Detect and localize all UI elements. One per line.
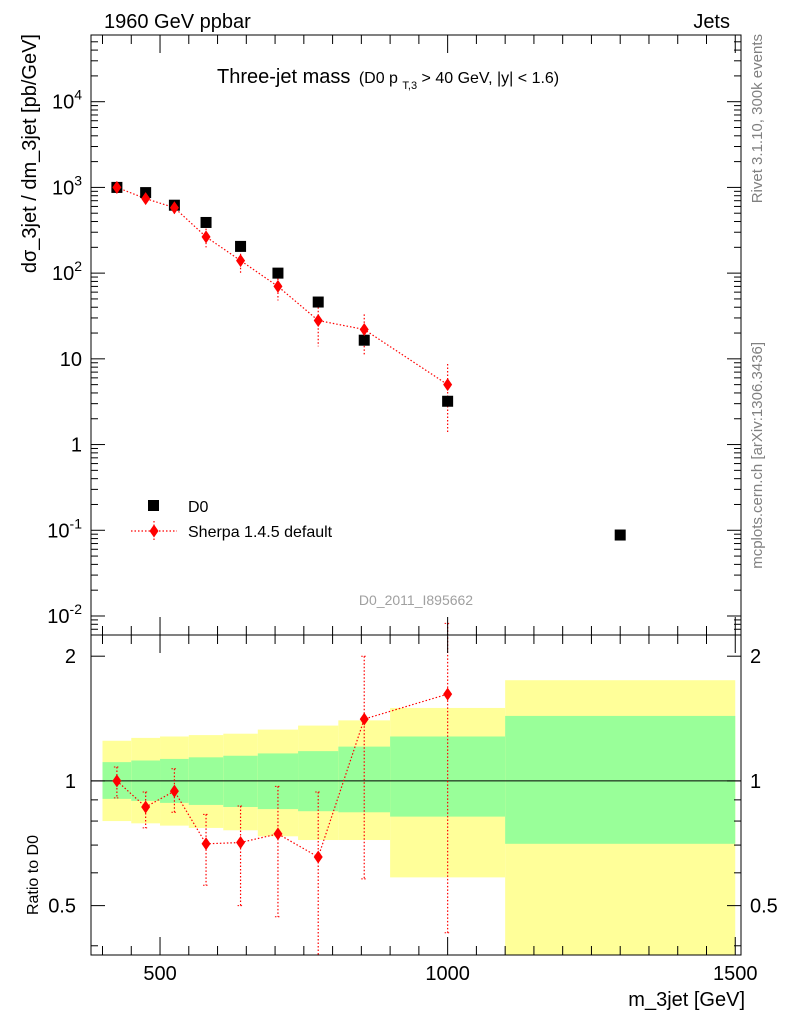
tick-label-base: 10 bbox=[52, 177, 74, 199]
main-panel-series bbox=[111, 180, 626, 541]
header-right-label: Jets bbox=[693, 11, 730, 33]
header-left-label: 1960 GeV ppbar bbox=[104, 11, 251, 33]
title-cut-sub: T,3 bbox=[402, 80, 417, 92]
tick-label-exponent: -2 bbox=[70, 601, 83, 617]
legend-marker-mc bbox=[149, 524, 159, 538]
tick-label-exponent: 3 bbox=[74, 172, 82, 188]
title-cut-close: > 40 GeV, |y| < 1.6) bbox=[422, 70, 560, 87]
main-y-tick-label: 10-2 bbox=[47, 601, 82, 628]
tick-label-base: 10 bbox=[52, 263, 74, 285]
analysis-id-label: D0_2011_I895662 bbox=[359, 592, 473, 608]
ratio-y-tick-label-left: 1 bbox=[65, 771, 76, 793]
title-cut-open: (D0 p bbox=[359, 70, 398, 87]
d0-data-point bbox=[312, 296, 324, 308]
d0-data-point bbox=[442, 395, 454, 407]
legend: D0 Sherpa 1.4.5 default bbox=[131, 499, 333, 541]
ratio-data-point bbox=[236, 836, 246, 850]
x-tick-label: 1500 bbox=[713, 963, 758, 985]
mcplots-side-label: mcplots.cern.ch [arXiv:1306.3436] bbox=[749, 342, 766, 569]
ratio-y-tick-label-left: 2 bbox=[65, 646, 76, 668]
ratio-y-axis-label: Ratio to D0 bbox=[25, 835, 42, 915]
ratio-data-point bbox=[273, 827, 283, 841]
ratio-y-tick-label-right: 0.5 bbox=[750, 896, 778, 918]
ratio-y-tick-label-left: 0.5 bbox=[48, 896, 76, 918]
mc-data-point bbox=[359, 322, 369, 336]
main-y-tick-label: 102 bbox=[52, 258, 82, 285]
mc-data-point bbox=[236, 254, 246, 268]
d0-data-point bbox=[235, 240, 247, 252]
d0-data-point bbox=[272, 267, 284, 279]
d0-data-point bbox=[614, 529, 626, 541]
ratio-series-line bbox=[116, 693, 448, 858]
mc-data-point bbox=[112, 180, 122, 194]
legend-marker-d0 bbox=[148, 500, 159, 511]
tick-label-base: 10 bbox=[52, 92, 74, 114]
main-panel-frame bbox=[90, 34, 742, 636]
mc-data-point bbox=[443, 378, 453, 392]
x-tick-label: 500 bbox=[143, 963, 176, 985]
ratio-data-point bbox=[112, 774, 122, 788]
ratio-data-point bbox=[201, 837, 211, 851]
main-y-axis-label: dσ_3jet / dm_3jet [pb/GeV] bbox=[19, 34, 41, 273]
ratio-data-point bbox=[359, 712, 369, 726]
ratio-uncertainty-bands bbox=[91, 680, 741, 955]
main-y-tick-label: 1 bbox=[71, 435, 82, 457]
tick-label-exponent: 2 bbox=[74, 258, 82, 274]
mc-series-line bbox=[116, 186, 448, 386]
ratio-data-point bbox=[141, 800, 151, 814]
ratio-y-tick-label-right: 2 bbox=[750, 646, 761, 668]
ratio-data-point bbox=[169, 784, 179, 798]
tick-label-base: 10 bbox=[47, 606, 69, 628]
ratio-y-tick-label-right: 1 bbox=[750, 771, 761, 793]
mc-data-point bbox=[201, 230, 211, 244]
mc-data-point bbox=[169, 201, 179, 215]
ratio-data-point bbox=[313, 850, 323, 864]
legend-label-mc: Sherpa 1.4.5 default bbox=[188, 524, 333, 541]
d0-data-point bbox=[200, 216, 212, 228]
x-tick-label: 1000 bbox=[425, 963, 470, 985]
tick-label-base: 1 bbox=[71, 435, 82, 457]
legend-label-d0: D0 bbox=[188, 499, 209, 516]
main-y-tick-label: 10 bbox=[60, 349, 82, 371]
ratio-data-point bbox=[443, 687, 453, 701]
tick-label-base: 10 bbox=[47, 520, 69, 542]
tick-label-exponent: -1 bbox=[70, 515, 83, 531]
ratio-panel-series bbox=[112, 622, 453, 956]
tick-label-exponent: 4 bbox=[74, 87, 82, 103]
ratio-panel-frame bbox=[90, 634, 742, 956]
main-y-tick-label: 104 bbox=[52, 87, 82, 114]
plot-title: Three-jet mass (D0 p T,3 > 40 GeV, |y| <… bbox=[217, 66, 559, 93]
inner-band-bin bbox=[505, 715, 736, 844]
mc-data-point bbox=[273, 279, 283, 293]
mc-data-point bbox=[141, 192, 151, 206]
inner-band-bin bbox=[390, 736, 506, 817]
main-y-tick-label: 103 bbox=[52, 172, 82, 199]
panel-frames bbox=[90, 34, 742, 956]
mc-data-point bbox=[313, 314, 323, 328]
x-axis-label: m_3jet [GeV] bbox=[628, 989, 745, 1011]
tick-label-base: 10 bbox=[60, 349, 82, 371]
ratio-axis-ticks: 0.5 0.5 1 1 2 2 500 1000 1500 bbox=[48, 635, 778, 985]
title-main: Three-jet mass bbox=[217, 66, 350, 88]
d0-data-point bbox=[358, 334, 370, 346]
rivet-side-label: Rivet 3.1.10, 300k events bbox=[749, 34, 766, 203]
main-y-tick-label: 10-1 bbox=[47, 515, 82, 542]
